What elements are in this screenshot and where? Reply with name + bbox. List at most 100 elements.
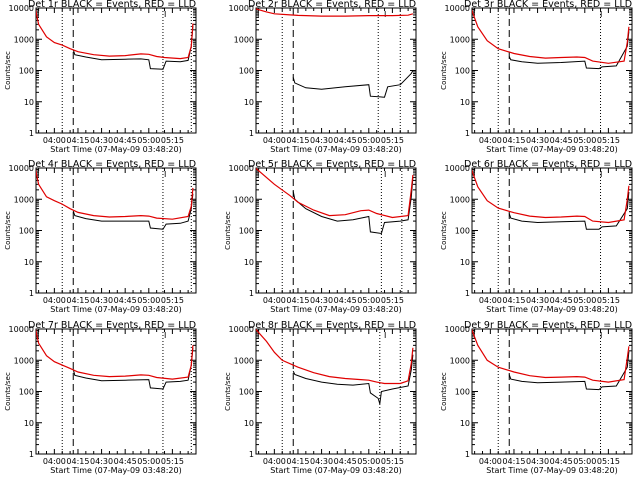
y-tick-label: 1000	[234, 356, 254, 365]
detector-panel: Det 4r BLACK = Events, RED = LLD 1 10 100 10…	[4, 159, 197, 314]
interval-marker-left: I	[37, 10, 39, 19]
x-tick-label: 04:45	[114, 296, 137, 305]
x-tick-label: 04:00	[479, 296, 502, 305]
plot-frame	[471, 167, 633, 294]
x-tick-label: 04:30	[526, 457, 549, 466]
events-series-line	[292, 70, 414, 98]
detector-panel: Det 3r BLACK = Events, RED = LLD 1 10 100 10…	[440, 0, 633, 154]
y-tick-label: 10000	[445, 4, 470, 13]
y-axis-label: Counts/sec	[224, 372, 232, 411]
panel-title: Det 9r BLACK = Events, RED = LLD	[464, 320, 632, 331]
y-tick-label: 100	[455, 227, 470, 236]
y-tick-label: 1	[465, 450, 470, 459]
x-tick-label: 05:00	[357, 457, 380, 466]
events-series-line	[292, 177, 414, 235]
y-tick-label: 10000	[9, 4, 34, 13]
x-axis-label: Start Time (07-May-09 03:48:20)	[270, 466, 401, 475]
y-tick-label: 10000	[229, 164, 254, 173]
y-tick-label: 10	[244, 419, 254, 428]
y-tick-label: 1000	[234, 195, 254, 204]
x-tick-label: 04:45	[334, 296, 357, 305]
y-tick-label: 10000	[9, 164, 34, 173]
y-axis-label: Counts/sec	[4, 51, 12, 90]
x-tick-label: 05:15	[597, 136, 620, 145]
y-axis-label: Counts/sec	[4, 211, 12, 250]
x-tick-label: 05:15	[597, 457, 620, 466]
panel-title: Det 5r BLACK = Events, RED = LLD	[248, 159, 416, 170]
x-tick-label: 04:15	[66, 457, 89, 466]
interval-marker-right: I	[164, 331, 166, 340]
plot-frame	[255, 167, 417, 294]
interval-marker-left: I	[37, 331, 39, 340]
interval-marker-left: I	[257, 331, 259, 340]
events-series-line	[508, 351, 630, 391]
detector-panel: Det 6r BLACK = Events, RED = LLD 1 10 100 10…	[440, 159, 633, 314]
x-tick-label: 04:15	[286, 296, 309, 305]
x-tick-label: 04:00	[479, 136, 502, 145]
x-tick-label: 05:15	[381, 457, 404, 466]
y-tick-label: 10	[24, 419, 34, 428]
lld-series-line	[256, 168, 414, 219]
x-tick-label: 04:00	[479, 457, 502, 466]
x-tick-label: 04:00	[43, 136, 66, 145]
interval-marker-right: I	[164, 170, 166, 179]
y-tick-label: 10	[244, 258, 254, 267]
interval-marker-right: I	[600, 10, 602, 19]
y-axis-label: Counts/sec	[224, 211, 232, 250]
detector-panel: Det 1r BLACK = Events, RED = LLD 1 10 100 10…	[4, 0, 197, 154]
y-axis-label: Counts/sec	[440, 372, 448, 411]
y-tick-label: 1000	[450, 356, 470, 365]
x-tick-label: 04:15	[66, 296, 89, 305]
events-series-line	[508, 31, 630, 70]
x-tick-label: 05:15	[381, 136, 404, 145]
x-axis-label: Start Time (07-May-09 03:48:20)	[270, 305, 401, 314]
detector-panel: Det 9r BLACK = Events, RED = LLD 1 10 100 10…	[440, 320, 633, 475]
interval-marker-left: I	[257, 170, 259, 179]
x-axis-label: Start Time (07-May-09 03:48:20)	[486, 466, 617, 475]
plot-frame	[35, 7, 197, 134]
plot-frame	[471, 7, 633, 134]
x-tick-label: 04:45	[334, 457, 357, 466]
x-tick-label: 05:00	[137, 457, 160, 466]
x-tick-label: 05:15	[161, 136, 184, 145]
y-tick-label: 100	[455, 388, 470, 397]
interval-marker-left: I	[473, 10, 475, 19]
y-tick-label: 10	[244, 98, 254, 107]
x-axis-label: Start Time (07-May-09 03:48:20)	[486, 145, 617, 154]
x-tick-label: 05:00	[357, 296, 380, 305]
x-tick-label: 04:15	[286, 136, 309, 145]
x-tick-label: 04:45	[114, 136, 137, 145]
x-tick-label: 04:30	[90, 457, 113, 466]
lld-series-line	[256, 8, 414, 17]
panel-title: Det 6r BLACK = Events, RED = LLD	[464, 159, 632, 170]
x-tick-label: 04:00	[263, 136, 286, 145]
detector-panel: Det 7r BLACK = Events, RED = LLD 1 10 100 10…	[4, 320, 197, 475]
x-tick-label: 04:15	[502, 296, 525, 305]
y-tick-label: 1	[465, 129, 470, 138]
y-tick-label: 1	[29, 289, 34, 298]
x-tick-label: 05:15	[381, 296, 404, 305]
y-tick-label: 1000	[450, 195, 470, 204]
events-series-line	[292, 354, 414, 405]
x-tick-label: 04:00	[43, 296, 66, 305]
events-series-line	[72, 347, 194, 390]
interval-marker-right: I	[600, 170, 602, 179]
lld-series-line	[256, 329, 414, 385]
interval-marker-right: I	[164, 10, 166, 19]
plot-frame	[35, 167, 197, 294]
y-tick-label: 1000	[450, 35, 470, 44]
x-tick-label: 05:15	[161, 296, 184, 305]
y-axis-label: Counts/sec	[440, 211, 448, 250]
x-axis-label: Start Time (07-May-09 03:48:20)	[50, 466, 181, 475]
y-tick-label: 1	[249, 450, 254, 459]
panel-title: Det 7r BLACK = Events, RED = LLD	[28, 320, 196, 331]
y-tick-label: 100	[239, 67, 254, 76]
x-tick-label: 05:00	[137, 136, 160, 145]
x-tick-label: 04:30	[310, 136, 333, 145]
y-tick-label: 1000	[14, 356, 34, 365]
y-tick-label: 10000	[229, 325, 254, 334]
y-tick-label: 1	[29, 129, 34, 138]
lld-series-line	[36, 329, 194, 380]
x-tick-label: 04:15	[286, 457, 309, 466]
y-tick-label: 10000	[445, 325, 470, 334]
